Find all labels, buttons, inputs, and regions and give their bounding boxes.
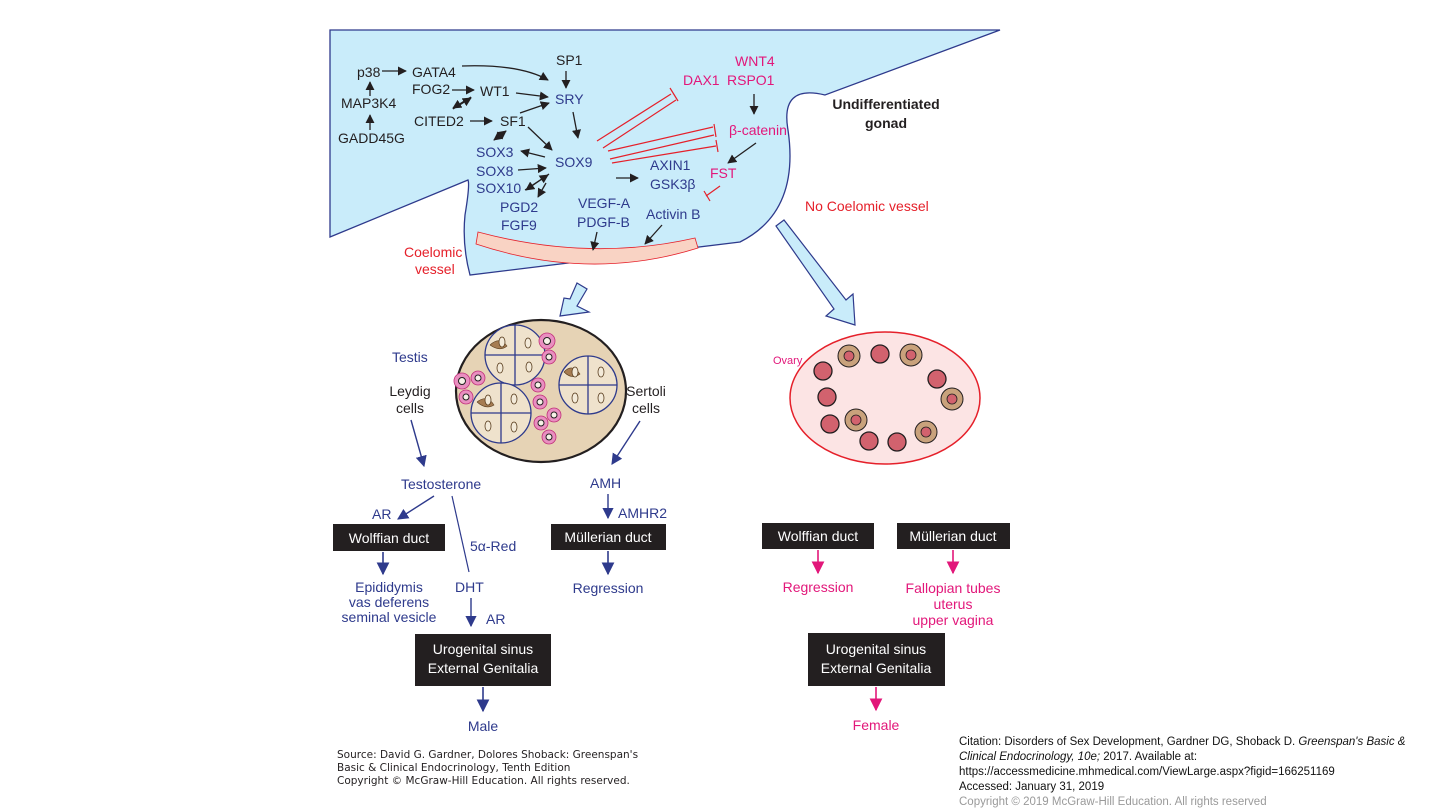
testosterone-label: Testosterone <box>401 476 481 492</box>
citation-line-1: Citation: Disorders of Sex Development, … <box>959 735 1440 765</box>
fallopian-label-line1: Fallopian tubes <box>906 580 1001 596</box>
male-outcome-label: Male <box>468 718 499 734</box>
leydig-arrow <box>410 419 427 468</box>
citation-block: Citation: Disorders of Sex Development, … <box>959 735 1440 810</box>
label-pgd2: PGD2 <box>500 199 538 215</box>
male-mullerian-duct-box <box>551 524 666 550</box>
testis-label: Testis <box>392 349 428 365</box>
source-credit: Source: David G. Gardner, Dolores Shobac… <box>337 749 638 788</box>
ar-label-1: AR <box>372 506 391 522</box>
ovary-image <box>789 331 981 465</box>
citation-url[interactable]: https://accessmedicine.mhmedical.com/Vie… <box>959 766 1335 778</box>
label-p38: p38 <box>357 64 381 80</box>
label-sox3: SOX3 <box>476 144 514 160</box>
fallopian-label-line2: uterus <box>934 596 973 612</box>
gonad-title-line2: gonad <box>865 115 907 131</box>
label-gata4: GATA4 <box>412 64 456 80</box>
gonad-title-line1: Undifferentiated <box>832 96 939 112</box>
male-urogenital-line1: Urogenital sinus <box>433 641 533 657</box>
label-sox9: SOX9 <box>555 154 593 170</box>
male-regression-label: Regression <box>573 580 644 596</box>
sertoli-label-line1: Sertoli <box>626 383 666 399</box>
female-urogenital-line1: Urogenital sinus <box>826 641 926 657</box>
female-urogenital-box <box>808 633 945 686</box>
epididymis-label-line2: vas deferens <box>349 594 429 610</box>
citation-copyright: Copyright © 2019 McGraw-Hill Education. … <box>959 796 1267 808</box>
five-alpha-reductase-label: 5α-Red <box>470 538 516 554</box>
inhibition-lines <box>596 87 721 202</box>
source-line-2: Basic & Clinical Endocrinology, Tenth Ed… <box>337 762 571 774</box>
female-wolffian-duct-box <box>762 523 874 549</box>
coelomic-vessel-shape <box>475 231 699 265</box>
ar-label-2: AR <box>486 611 505 627</box>
citation-accessed: Accessed: January 31, 2019 <box>959 781 1105 793</box>
female-wolffian-duct-label: Wolffian duct <box>778 528 859 544</box>
female-outcome-label: Female <box>853 717 900 733</box>
hollow-arrow-to-testis <box>559 282 592 317</box>
dht-label: DHT <box>455 579 484 595</box>
epididymis-label-line1: Epididymis <box>355 579 423 595</box>
label-map3k4: MAP3K4 <box>341 95 396 111</box>
coelomic-vessel-label-line1: Coelomic <box>404 244 462 260</box>
label-activinb: Activin B <box>646 206 700 222</box>
label-wnt4: WNT4 <box>735 53 775 69</box>
label-sox10: SOX10 <box>476 180 521 196</box>
label-wt1: WT1 <box>480 83 510 99</box>
male-wolffian-duct-box <box>333 524 445 551</box>
ovary-label: Ovary <box>773 355 803 367</box>
hollow-arrow-to-ovary <box>775 219 856 326</box>
label-pdgfb: PDGF-B <box>577 214 630 230</box>
sertoli-label-line2: cells <box>632 400 660 416</box>
male-wolffian-duct-label: Wolffian duct <box>349 530 430 546</box>
sertoli-arrow <box>611 420 641 465</box>
label-sry: SRY <box>555 91 584 107</box>
female-regression-label: Regression <box>783 579 854 595</box>
label-fgf9: FGF9 <box>501 217 537 233</box>
label-sf1: SF1 <box>500 113 526 129</box>
label-cited2: CITED2 <box>414 113 464 129</box>
label-vegfa: VEGF-A <box>578 195 631 211</box>
label-rspo1: RSPO1 <box>727 72 775 88</box>
label-axin1: AXIN1 <box>650 157 691 173</box>
label-dax1: DAX1 <box>683 72 720 88</box>
male-urogenital-box <box>415 634 551 686</box>
gonad-shape <box>329 29 1001 276</box>
coelomic-vessel-label-line2: vessel <box>415 261 455 277</box>
pathway-arrows <box>365 65 759 251</box>
male-mullerian-duct-label: Müllerian duct <box>564 529 651 545</box>
female-urogenital-line2: External Genitalia <box>821 660 932 676</box>
testosterone-to-dht-line <box>451 495 470 573</box>
fallopian-label-line3: upper vagina <box>913 612 994 628</box>
leydig-label-line2: cells <box>396 400 424 416</box>
citation-book-title: Greenspan's Basic & Clinical Endocrinolo… <box>959 736 1406 763</box>
label-fog2: FOG2 <box>412 81 450 97</box>
female-mullerian-duct-box <box>897 523 1010 549</box>
testosterone-to-ar-arrow <box>397 495 435 520</box>
label-bcatenin: β-catenin <box>729 122 787 138</box>
male-urogenital-line2: External Genitalia <box>428 660 539 676</box>
testis-image <box>453 318 628 464</box>
citation-suffix: 2017. Available at: <box>1100 751 1198 763</box>
label-gsk3b: GSK3β <box>650 176 695 192</box>
epididymis-label-line3: seminal vesicle <box>342 609 437 625</box>
label-gadd45g: GADD45G <box>338 130 405 146</box>
label-sox8: SOX8 <box>476 163 514 179</box>
source-line-3: Copyright © McGraw-Hill Education. All r… <box>337 775 630 787</box>
amhr2-label: AMHR2 <box>618 505 667 521</box>
label-fst: FST <box>710 165 737 181</box>
source-line-1: Source: David G. Gardner, Dolores Shobac… <box>337 749 639 761</box>
amh-label: AMH <box>590 475 621 491</box>
no-coelomic-vessel-label: No Coelomic vessel <box>805 198 929 214</box>
label-sp1: SP1 <box>556 52 583 68</box>
leydig-label-line1: Leydig <box>389 383 430 399</box>
citation-prefix: Citation: Disorders of Sex Development, … <box>959 736 1299 748</box>
female-mullerian-duct-label: Müllerian duct <box>909 528 996 544</box>
